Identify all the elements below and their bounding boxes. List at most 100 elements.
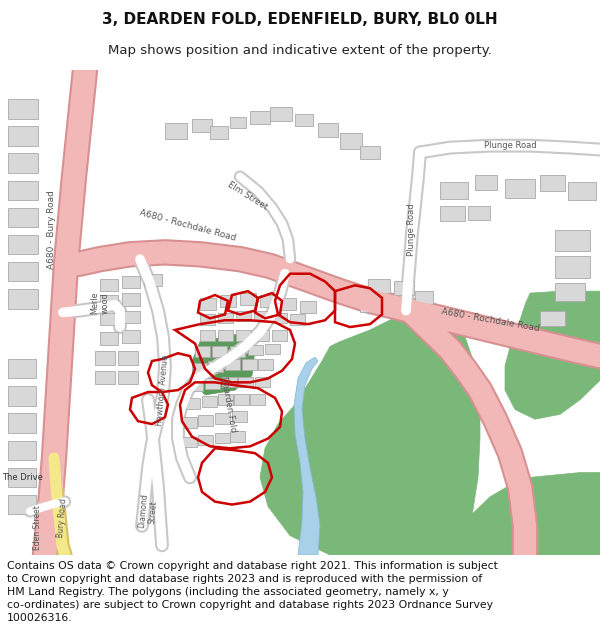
Polygon shape (250, 394, 265, 404)
Polygon shape (122, 330, 140, 342)
Polygon shape (290, 314, 305, 325)
Text: Elm Street: Elm Street (226, 180, 269, 212)
Polygon shape (118, 371, 138, 384)
Polygon shape (195, 346, 210, 357)
Polygon shape (254, 311, 269, 321)
Polygon shape (144, 274, 162, 286)
Polygon shape (340, 133, 362, 149)
Polygon shape (540, 311, 565, 326)
Polygon shape (465, 472, 600, 555)
Polygon shape (218, 394, 233, 404)
Polygon shape (212, 346, 227, 357)
Polygon shape (294, 357, 320, 555)
Polygon shape (200, 330, 215, 341)
Polygon shape (208, 361, 223, 372)
Polygon shape (200, 314, 215, 325)
Polygon shape (555, 256, 590, 278)
Polygon shape (8, 208, 38, 227)
Polygon shape (258, 359, 273, 370)
Polygon shape (205, 379, 220, 389)
Polygon shape (8, 99, 38, 119)
Polygon shape (8, 153, 38, 173)
Polygon shape (95, 371, 115, 384)
Text: A680 - Rochdale Road: A680 - Rochdale Road (139, 208, 237, 242)
Polygon shape (255, 376, 270, 388)
Polygon shape (236, 330, 251, 341)
Polygon shape (8, 495, 36, 514)
Polygon shape (215, 432, 230, 444)
Polygon shape (475, 175, 497, 190)
Polygon shape (225, 359, 240, 370)
Text: Contains OS data © Crown copyright and database right 2021. This information is : Contains OS data © Crown copyright and d… (7, 561, 498, 623)
Polygon shape (505, 179, 535, 198)
Polygon shape (8, 441, 36, 460)
Polygon shape (250, 111, 270, 124)
Polygon shape (8, 262, 38, 281)
Polygon shape (220, 295, 236, 307)
Polygon shape (260, 295, 276, 307)
Polygon shape (555, 283, 585, 301)
Polygon shape (8, 359, 36, 379)
Polygon shape (192, 119, 212, 132)
Polygon shape (236, 311, 251, 321)
Text: Eden Street: Eden Street (34, 506, 43, 550)
Polygon shape (440, 206, 465, 221)
Text: Hawthorn Avenue: Hawthorn Avenue (155, 354, 170, 426)
Polygon shape (188, 381, 203, 391)
Polygon shape (230, 116, 246, 128)
Polygon shape (8, 413, 36, 432)
Polygon shape (182, 437, 197, 448)
Polygon shape (260, 311, 480, 555)
Polygon shape (230, 346, 245, 357)
Polygon shape (198, 416, 213, 426)
Polygon shape (368, 279, 390, 293)
Text: 3, DEARDEN FOLD, EDENFIELD, BURY, BL0 0LH: 3, DEARDEN FOLD, EDENFIELD, BURY, BL0 0L… (102, 12, 498, 27)
Polygon shape (100, 279, 118, 291)
Polygon shape (8, 181, 38, 200)
Polygon shape (8, 235, 38, 254)
Text: Plunge Road: Plunge Road (484, 141, 536, 150)
Polygon shape (118, 351, 138, 365)
Polygon shape (100, 332, 118, 344)
Polygon shape (8, 126, 38, 146)
Polygon shape (122, 293, 140, 306)
Polygon shape (200, 298, 216, 309)
Text: A680 - Bury Road: A680 - Bury Road (47, 191, 56, 269)
Polygon shape (185, 398, 200, 409)
Polygon shape (240, 293, 256, 305)
Polygon shape (192, 363, 207, 374)
Polygon shape (234, 394, 249, 404)
Polygon shape (242, 359, 257, 370)
Polygon shape (202, 396, 217, 407)
Polygon shape (400, 305, 420, 318)
Text: Dearden Fold: Dearden Fold (218, 376, 238, 433)
Polygon shape (270, 107, 292, 121)
Polygon shape (210, 126, 228, 139)
Polygon shape (272, 312, 287, 323)
Polygon shape (215, 413, 230, 424)
Polygon shape (165, 123, 187, 139)
Polygon shape (218, 312, 233, 323)
Polygon shape (265, 344, 280, 354)
Polygon shape (8, 289, 38, 309)
Polygon shape (122, 276, 140, 288)
Polygon shape (248, 344, 263, 355)
Polygon shape (254, 330, 269, 341)
Polygon shape (280, 298, 296, 309)
Polygon shape (218, 330, 233, 341)
Polygon shape (568, 181, 596, 200)
Polygon shape (318, 123, 338, 137)
Polygon shape (540, 175, 565, 191)
Polygon shape (555, 230, 590, 251)
Polygon shape (272, 330, 287, 341)
Text: Merle
wood: Merle wood (90, 291, 110, 314)
Polygon shape (192, 334, 255, 395)
Polygon shape (8, 468, 36, 487)
Polygon shape (232, 411, 247, 422)
Polygon shape (360, 146, 380, 159)
Polygon shape (468, 206, 490, 221)
Text: Plunge Road: Plunge Road (407, 204, 416, 256)
Polygon shape (380, 301, 400, 314)
Polygon shape (295, 114, 313, 126)
Text: Bury Road: Bury Road (56, 498, 68, 538)
